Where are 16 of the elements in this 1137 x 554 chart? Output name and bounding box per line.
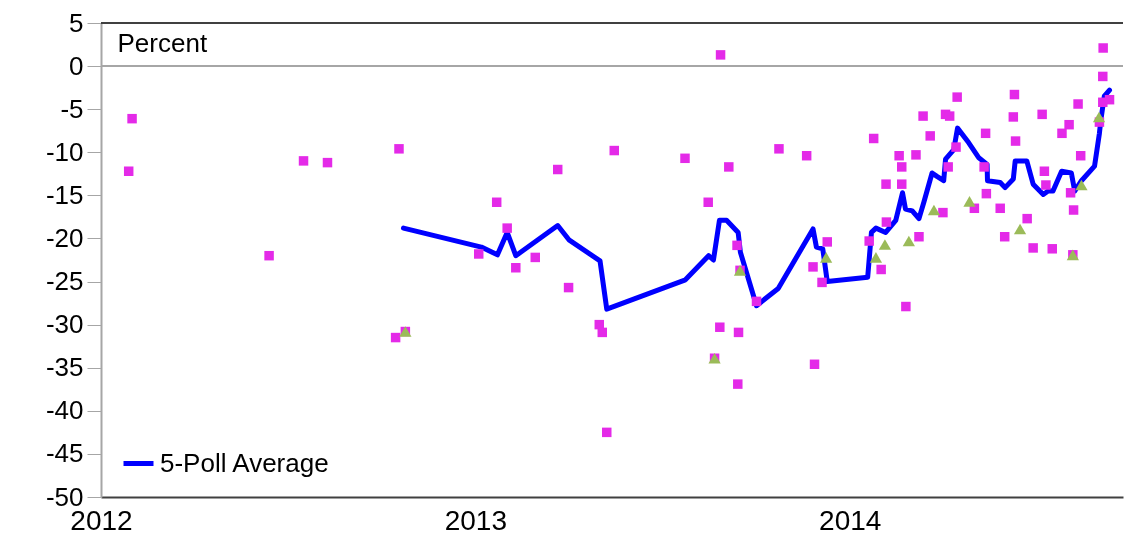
legend-label: 5-Poll Average: [160, 447, 329, 478]
y-tick-label: -20: [45, 222, 84, 253]
y-tick-label: -35: [45, 352, 84, 383]
y-tick-label: -30: [45, 309, 84, 340]
y-tick-label: 5: [69, 7, 84, 38]
y-tick-label: -5: [60, 93, 84, 124]
y-tick-label: -45: [45, 438, 84, 469]
y-tick-label: -10: [45, 136, 84, 167]
x-tick-label: 2013: [444, 504, 508, 536]
y-tick-label: -15: [45, 179, 84, 210]
y-tick-label: -40: [45, 395, 84, 426]
y-axis-title: Percent: [117, 27, 208, 58]
y-tick-label: -50: [45, 481, 84, 512]
y-tick-label: -25: [45, 266, 84, 297]
y-tick-label: 0: [69, 50, 84, 81]
x-tick-label: 2014: [819, 504, 882, 536]
